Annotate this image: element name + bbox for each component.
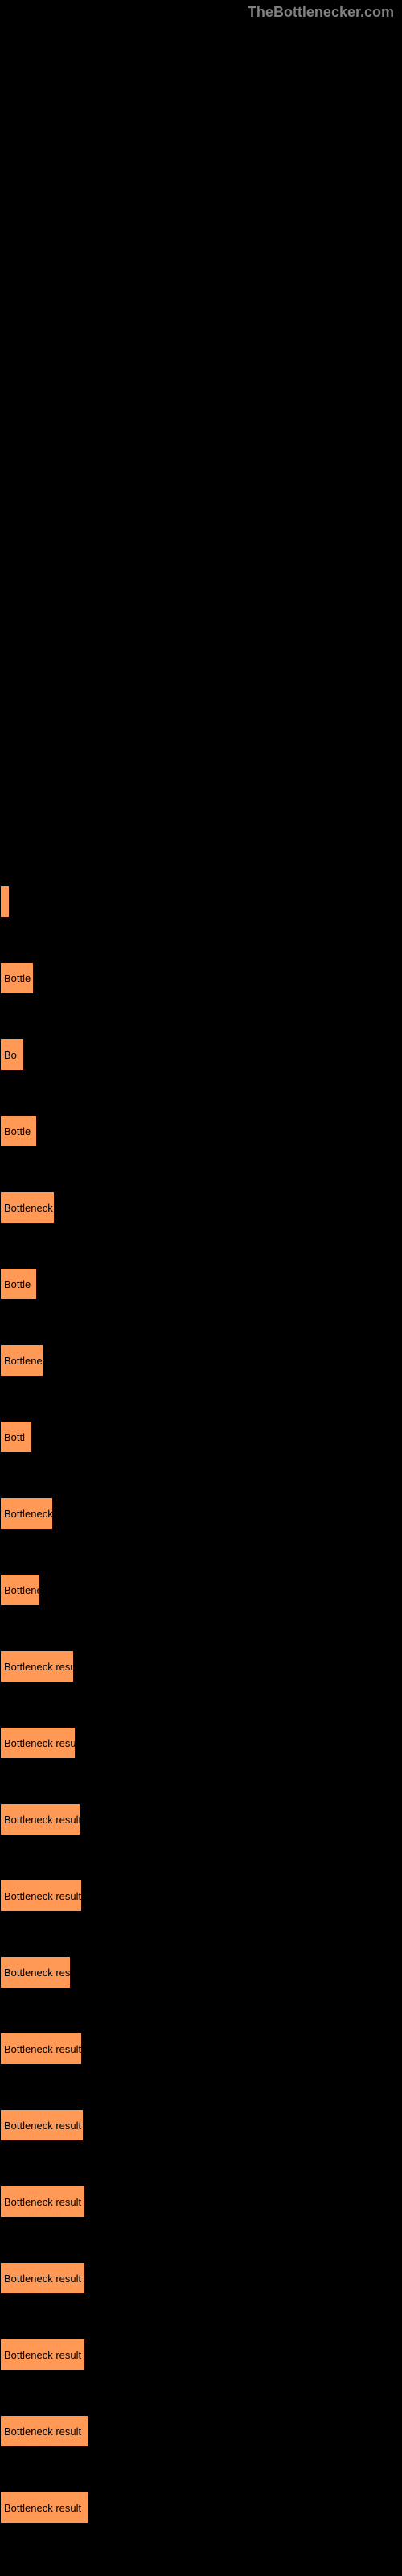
bar-label: Bottleneck result bbox=[4, 2196, 81, 2208]
bar: Bottleneck result bbox=[0, 2033, 82, 2065]
bar: Bottlene bbox=[0, 1344, 43, 1377]
bar-label: Bottleneck resul bbox=[4, 1737, 76, 1749]
bar: Bottlene bbox=[0, 1574, 40, 1606]
bar bbox=[0, 886, 10, 918]
bar: Bottleneck result bbox=[0, 2339, 85, 2371]
bar-label: Bottleneck bbox=[4, 1508, 53, 1520]
bar-label: Bottl bbox=[4, 1431, 25, 1443]
bar-label: Bottle bbox=[4, 1125, 31, 1137]
bar: Bottleneck resu bbox=[0, 1650, 74, 1682]
bar-row: Bottl bbox=[0, 1421, 402, 1453]
bar-label: Bottleneck result bbox=[4, 2043, 81, 2055]
bar-row: Bottleneck result bbox=[0, 2339, 402, 2371]
bar-row: Bottleneck result bbox=[0, 1880, 402, 1912]
bar-label: Bottleneck res bbox=[4, 1967, 70, 1979]
bar-row: Bottleneck bbox=[0, 1191, 402, 1224]
bar-row: Bottleneck result bbox=[0, 2415, 402, 2447]
bar: Bottle bbox=[0, 1115, 37, 1147]
bar-row: Bottle bbox=[0, 962, 402, 994]
bar-label: Bottleneck result bbox=[4, 1814, 80, 1826]
watermark-text: TheBottlenecker.com bbox=[248, 4, 394, 21]
bar: Bottleneck result bbox=[0, 1880, 82, 1912]
bar-label: Bottle bbox=[4, 972, 31, 985]
bar-row: Bottleneck result bbox=[0, 2186, 402, 2218]
bar-label: Bottleneck resu bbox=[4, 1661, 74, 1673]
bar: Bottleneck bbox=[0, 1191, 55, 1224]
bar-row: Bottleneck result bbox=[0, 2262, 402, 2294]
bar-row: Bottlene bbox=[0, 1574, 402, 1606]
bar-row: Bottleneck bbox=[0, 1497, 402, 1530]
bar: Bottleneck result bbox=[0, 2262, 85, 2294]
bar-label: Bottlene bbox=[4, 1584, 40, 1596]
bar-row: Bottleneck res bbox=[0, 1956, 402, 1988]
bar-label: Bo bbox=[4, 1049, 17, 1061]
bar-label: Bottlene bbox=[4, 1355, 43, 1367]
bar: Bottl bbox=[0, 1421, 32, 1453]
bar-label: Bottleneck result bbox=[4, 2120, 81, 2132]
bar-row bbox=[0, 886, 402, 918]
bar-row: Bottleneck result bbox=[0, 2491, 402, 2524]
bar-row: Bottleneck result bbox=[0, 1803, 402, 1835]
bar-row: Bottle bbox=[0, 1115, 402, 1147]
bar: Bottleneck result bbox=[0, 2186, 85, 2218]
bar: Bottleneck result bbox=[0, 2109, 84, 2141]
bar-row: Bottleneck resu bbox=[0, 1650, 402, 1682]
bar-row: Bo bbox=[0, 1038, 402, 1071]
bar-label: Bottleneck result bbox=[4, 2349, 81, 2361]
bar-row: Bottlene bbox=[0, 1344, 402, 1377]
bar-label: Bottleneck result bbox=[4, 2502, 81, 2514]
bar: Bottleneck result bbox=[0, 2415, 88, 2447]
bar-label: Bottleneck result bbox=[4, 1890, 81, 1902]
bar-row: Bottle bbox=[0, 1268, 402, 1300]
bar-label: Bottleneck result bbox=[4, 2273, 81, 2285]
bar: Bottleneck res bbox=[0, 1956, 71, 1988]
bar: Bottle bbox=[0, 962, 34, 994]
bar: Bottle bbox=[0, 1268, 37, 1300]
bar: Bottleneck resul bbox=[0, 1727, 76, 1759]
bar-row: Bottleneck result bbox=[0, 2109, 402, 2141]
bar-label: Bottleneck result bbox=[4, 2425, 81, 2438]
bar-label: Bottleneck bbox=[4, 1202, 53, 1214]
bar: Bottleneck result bbox=[0, 1803, 80, 1835]
bar-label: Bottle bbox=[4, 1278, 31, 1290]
bar: Bottleneck result bbox=[0, 2491, 88, 2524]
bar: Bottleneck bbox=[0, 1497, 53, 1530]
bar-row: Bottleneck result bbox=[0, 2033, 402, 2065]
chart-container: Bottle Bo Bottle Bottleneck Bottle Bottlene Bo… bbox=[0, 0, 402, 2524]
bar-row: Bottleneck resul bbox=[0, 1727, 402, 1759]
bar: Bo bbox=[0, 1038, 24, 1071]
